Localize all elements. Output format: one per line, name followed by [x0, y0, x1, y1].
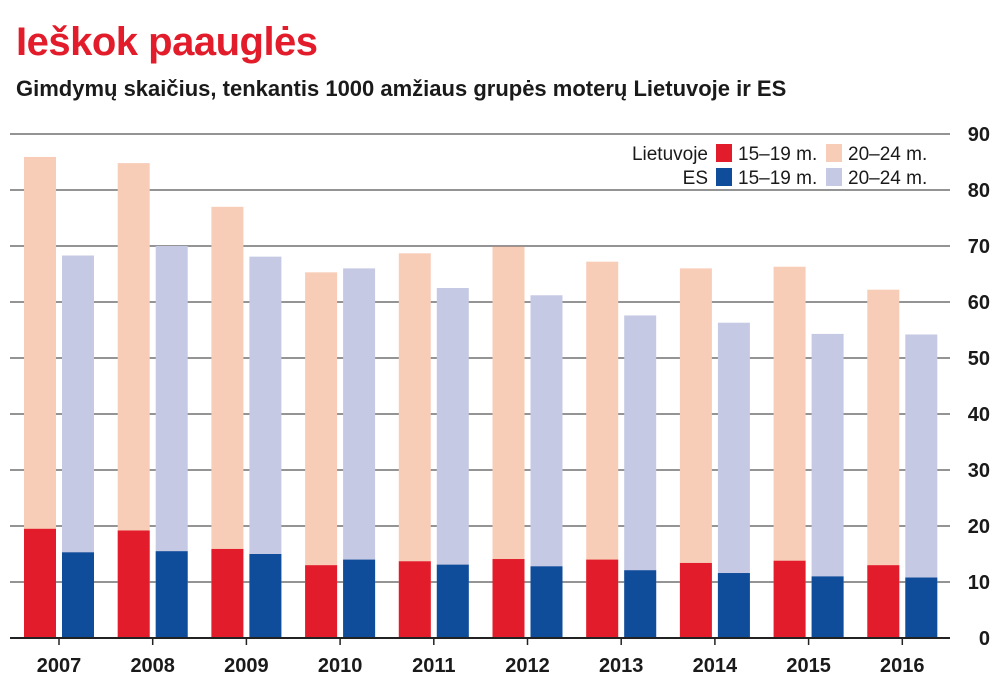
bar-lt-15-19-2009 — [211, 548, 244, 638]
legend-row-es-label: ES — [683, 168, 708, 189]
x-tick-label-2011: 2011 — [412, 655, 455, 677]
bar-es-15-19-2014 — [717, 573, 750, 638]
x-tick-label-2015: 2015 — [786, 655, 831, 677]
legend-lt-15-19-label: 15–19 m. — [738, 144, 817, 165]
bar-lt-15-19-2016 — [867, 565, 900, 638]
bar-lt-15-19-2010 — [305, 565, 338, 638]
bar-es-15-19-2015 — [811, 576, 844, 638]
y-tick-label-20: 20 — [968, 516, 990, 538]
y-tick-label-70: 70 — [968, 236, 990, 258]
y-tick-label-40: 40 — [968, 404, 990, 426]
legend-es-20-24-label: 20–24 m. — [848, 168, 927, 189]
bar-es-15-19-2016 — [905, 577, 938, 638]
x-tick-label-2016: 2016 — [880, 655, 925, 677]
legend-lt-20-24-label: 20–24 m. — [848, 144, 927, 165]
bar-es-15-19-2012 — [530, 566, 563, 638]
axes: 0 10 20 30 40 50 60 70 80 90 2007 2008 2009 2010 2011 2… — [10, 124, 990, 677]
y-tick-label-60: 60 — [968, 292, 990, 314]
grid-lines — [10, 133, 950, 583]
x-tick-label-2007: 2007 — [37, 655, 82, 677]
bar-es-15-19-2008 — [155, 551, 188, 638]
bar-lt-15-19-2011 — [398, 561, 431, 638]
bar-es-15-19-2010 — [343, 559, 376, 638]
chart-title: Ieškok paauglės — [16, 20, 318, 64]
bar-lt-15-19-2015 — [773, 560, 806, 638]
y-tick-label-10: 10 — [968, 572, 990, 594]
legend-swatch-lt-15-19 — [716, 144, 732, 162]
bar-lt-15-19-2012 — [492, 559, 525, 638]
legend-swatch-es-20-24 — [826, 168, 842, 186]
y-tick-label-90: 90 — [968, 124, 990, 146]
x-tick-label-2012: 2012 — [505, 655, 550, 677]
chart-subtitle: Gimdymų skaičius, tenkantis 1000 amžiaus… — [16, 76, 787, 101]
y-tick-label-0: 0 — [979, 628, 990, 650]
bars — [24, 156, 938, 639]
bar-lt-15-19-2007 — [24, 528, 56, 638]
y-tick-label-30: 30 — [968, 460, 990, 482]
bar-lt-15-19-2013 — [586, 559, 619, 638]
x-tick-label-2009: 2009 — [224, 655, 269, 677]
bar-lt-15-19-2014 — [679, 562, 712, 638]
legend-row-lietuvoje-label: Lietuvoje — [632, 144, 708, 165]
x-tick-label-2010: 2010 — [318, 655, 363, 677]
bar-es-15-19-2013 — [624, 570, 657, 638]
y-tick-label-80: 80 — [968, 180, 990, 202]
x-tick-label-2013: 2013 — [599, 655, 644, 677]
legend-swatch-es-15-19 — [716, 168, 732, 186]
bar-lt-15-19-2008 — [117, 530, 150, 638]
legend-swatch-lt-20-24 — [826, 144, 842, 162]
x-tick-label-2008: 2008 — [130, 655, 175, 677]
x-tick-label-2014: 2014 — [693, 655, 738, 677]
legend-es-15-19-label: 15–19 m. — [738, 168, 817, 189]
bar-es-15-19-2007 — [62, 552, 94, 638]
y-tick-label-50: 50 — [968, 348, 990, 370]
bar-es-15-19-2009 — [249, 554, 282, 638]
legend: Lietuvoje 15–19 m. 20–24 m. ES 15–19 m. … — [632, 144, 927, 189]
bar-es-15-19-2011 — [436, 564, 469, 638]
